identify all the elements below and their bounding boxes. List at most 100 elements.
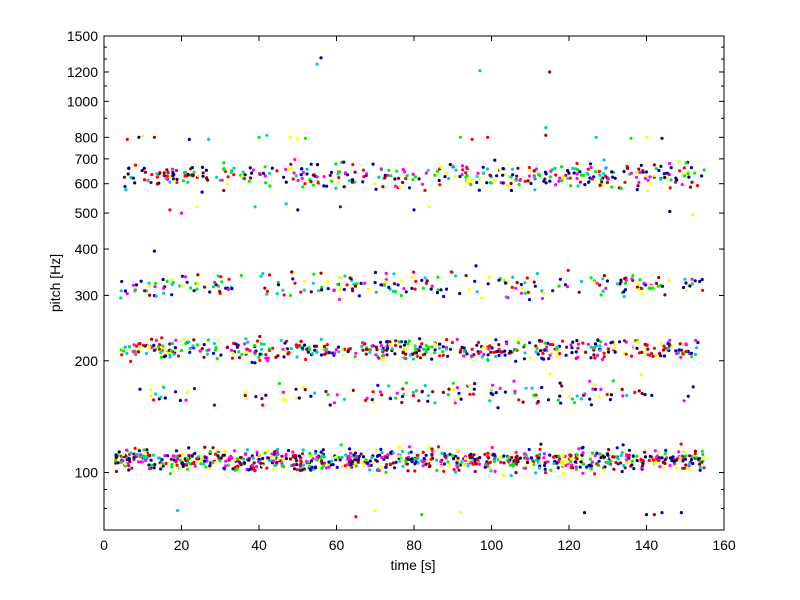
data-point (544, 126, 548, 130)
data-point (300, 452, 305, 456)
x-tick-label: 100 (480, 537, 504, 553)
data-point (433, 351, 437, 355)
data-point (538, 447, 542, 451)
data-point (239, 462, 243, 466)
data-point (668, 186, 672, 190)
data-point (588, 176, 592, 180)
data-point (301, 385, 305, 389)
data-point (677, 160, 681, 164)
data-point (569, 460, 573, 464)
data-point (380, 455, 384, 460)
data-point (133, 289, 137, 293)
data-point (239, 273, 243, 278)
data-point (677, 450, 681, 454)
data-point (237, 350, 241, 354)
data-point (437, 178, 441, 183)
data-point (135, 344, 139, 348)
data-point (687, 175, 691, 179)
data-point (299, 339, 303, 343)
data-point (452, 468, 456, 472)
data-point (159, 395, 163, 399)
data-point (325, 343, 329, 347)
data-point (404, 392, 408, 396)
data-point (458, 510, 463, 515)
data-point (148, 454, 152, 458)
data-point (482, 352, 486, 357)
data-point (516, 166, 520, 170)
data-point (291, 277, 295, 281)
data-point (143, 170, 148, 174)
data-point (486, 282, 490, 286)
data-point (702, 168, 706, 172)
data-point (684, 342, 688, 346)
data-point (300, 167, 304, 171)
data-point (404, 290, 408, 294)
data-point (523, 466, 527, 470)
data-point (630, 463, 634, 467)
data-point (214, 452, 218, 456)
data-point (137, 346, 141, 350)
data-point (698, 468, 702, 472)
data-point (633, 390, 637, 395)
data-point (261, 456, 265, 461)
data-point (651, 458, 656, 462)
data-point (322, 461, 326, 465)
data-point (696, 341, 700, 345)
data-point (243, 461, 247, 465)
data-point (251, 168, 256, 172)
data-point (310, 465, 314, 469)
data-point (125, 137, 129, 141)
data-point (673, 459, 677, 463)
data-point (362, 342, 366, 346)
x-tick-label: 80 (406, 537, 422, 553)
data-point (127, 345, 132, 349)
data-point (433, 173, 437, 177)
data-point (373, 270, 378, 275)
data-point (171, 167, 175, 171)
data-point (180, 461, 184, 465)
data-point (136, 350, 141, 354)
data-point (152, 135, 156, 139)
data-point (211, 446, 215, 450)
data-point (688, 462, 692, 466)
data-point (371, 400, 375, 404)
data-point (667, 161, 672, 166)
data-point (356, 460, 360, 464)
data-point (305, 172, 309, 176)
data-point (509, 188, 513, 193)
data-point (608, 398, 613, 402)
data-point (168, 472, 173, 476)
data-point (523, 291, 527, 295)
data-point (132, 456, 136, 460)
data-point (478, 456, 482, 460)
data-point (439, 165, 443, 169)
data-point (552, 455, 556, 459)
data-point (347, 457, 351, 461)
y-tick-label: 700 (75, 151, 99, 167)
data-point (583, 183, 587, 187)
data-point (195, 457, 199, 461)
data-point (397, 454, 401, 458)
data-point (178, 398, 182, 403)
data-point (395, 169, 399, 173)
data-point (534, 350, 538, 354)
x-tick-label: 20 (174, 537, 190, 553)
data-point (121, 459, 125, 463)
data-point (387, 384, 391, 388)
data-point (657, 451, 661, 455)
data-point (379, 167, 383, 171)
data-point (281, 397, 285, 401)
data-point (663, 458, 667, 462)
data-point (330, 179, 334, 183)
data-point (251, 456, 255, 460)
data-point (623, 180, 627, 184)
data-point (515, 281, 519, 285)
data-point (284, 349, 288, 353)
data-point (163, 454, 167, 458)
data-point (291, 463, 295, 467)
data-point (184, 341, 188, 345)
data-point (698, 465, 702, 469)
data-point (537, 466, 542, 470)
data-point (176, 457, 180, 461)
data-point (320, 285, 324, 289)
